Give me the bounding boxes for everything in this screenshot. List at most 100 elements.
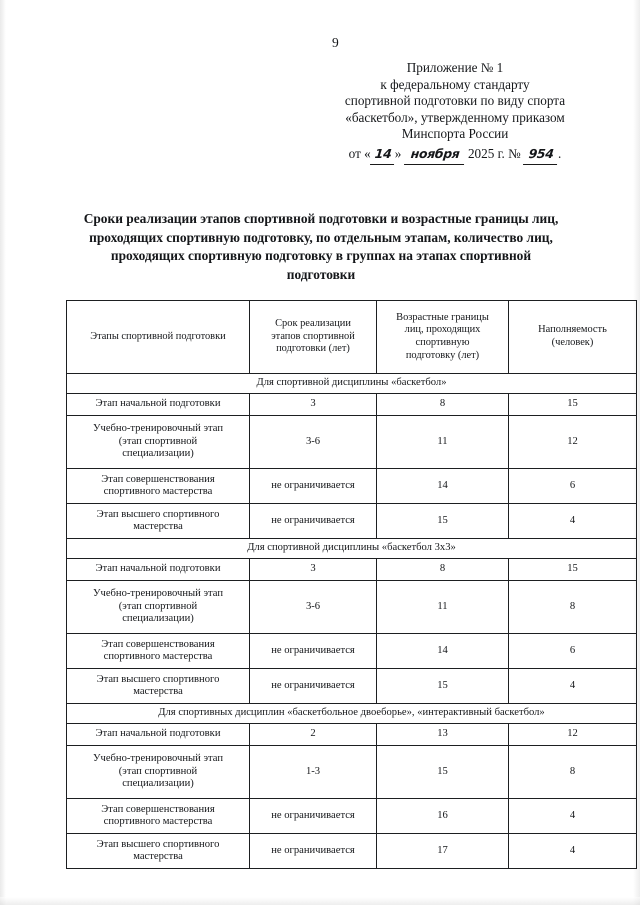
cell-group-size: 6 bbox=[508, 633, 637, 669]
handwritten-day: 14 bbox=[369, 145, 396, 165]
cell-stage-line: мастерства bbox=[133, 686, 183, 697]
table-row: Этап высшего спортивного мастерства не огр… bbox=[66, 833, 637, 869]
approval-line-1: Приложение № 1 bbox=[406, 60, 504, 75]
table-section-caption: Для спортивных дисциплин «баскетбольное … bbox=[66, 703, 637, 724]
cell-group-size: 12 bbox=[508, 723, 637, 746]
cell-group-size: 4 bbox=[508, 833, 637, 869]
cell-age-limit: 8 bbox=[376, 558, 509, 581]
handwritten-month: ноября bbox=[403, 145, 466, 165]
cell-stage-name: Этап совершенствования спортивного мастер… bbox=[66, 633, 250, 669]
cell-stage-line: Учебно-тренировочный этап bbox=[92, 423, 224, 435]
sport-training-stages-table: Этапы спортивной подготовки Срок реализа… bbox=[66, 300, 637, 869]
cell-stage-name: Этап высшего спортивного мастерства bbox=[66, 503, 250, 539]
cell-term-years: не ограничивается bbox=[249, 833, 377, 869]
cell-group-size: 4 bbox=[508, 668, 637, 704]
cell-group-size: 15 bbox=[508, 558, 637, 581]
cell-group-size: 6 bbox=[508, 468, 637, 504]
cell-stage-name: Этап совершенствования спортивного мастер… bbox=[66, 798, 250, 834]
cell-group-size: 12 bbox=[508, 415, 637, 469]
cell-stage-name: Учебно-тренировочный этап (этап спортивно… bbox=[66, 745, 250, 799]
cell-term-years: не ограничивается bbox=[249, 633, 377, 669]
table-section-caption-row: Для спортивной дисциплины «баскетбол 3х3… bbox=[66, 538, 637, 559]
cell-stage-line: Этап начальной подготовки bbox=[95, 398, 221, 410]
table-row: Этап начальной подготовки 3 8 15 bbox=[66, 558, 637, 581]
cell-stage-name: Этап начальной подготовки bbox=[66, 393, 250, 416]
header-age-line-3: спортивную bbox=[415, 337, 470, 348]
table-row: Этап совершенствования спортивного мастер… bbox=[66, 468, 637, 504]
table-row: Этап высшего спортивного мастерства не огр… bbox=[66, 503, 637, 539]
table-row: Учебно-тренировочный этап (этап спортивно… bbox=[66, 580, 637, 634]
cell-age-limit: 14 bbox=[376, 633, 509, 669]
cell-stage-name: Учебно-тренировочный этап (этап спортивно… bbox=[66, 415, 250, 469]
approval-line-2: к федеральному стандарту bbox=[380, 76, 530, 92]
title-line-4: подготовки bbox=[286, 266, 356, 282]
header-cell-age: Возрастные границы лиц, проходящих спорт… bbox=[376, 300, 509, 374]
cell-stage-line: Этап высшего спортивного bbox=[96, 508, 220, 520]
approval-line-3: спортивной подготовки по виду спорта bbox=[344, 93, 566, 109]
cell-stage-name: Этап начальной подготовки bbox=[66, 558, 250, 581]
header-age-line-4: подготовку (лет) bbox=[405, 349, 480, 361]
cell-term-years: 1-3 bbox=[249, 745, 377, 799]
cell-stage-line: спортивного мастерства bbox=[103, 486, 213, 497]
cell-age-limit: 15 bbox=[376, 668, 509, 704]
cell-term-years: не ограничивается bbox=[249, 798, 377, 834]
cell-term-years: не ограничивается bbox=[249, 503, 377, 539]
cell-group-size: 8 bbox=[508, 745, 637, 799]
cell-age-limit: 17 bbox=[376, 833, 509, 869]
table-section-caption: Для спортивной дисциплины «баскетбол» bbox=[66, 373, 637, 394]
header-term-line-3: подготовки (лет) bbox=[276, 343, 350, 355]
header-fill-line-2: (человек) bbox=[551, 337, 594, 348]
cell-stage-name: Этап начальной подготовки bbox=[66, 723, 250, 746]
cell-stage-line: (этап спортивной bbox=[118, 435, 198, 447]
cell-stage-line: специализации) bbox=[122, 448, 194, 460]
cell-stage-line: Этап совершенствования bbox=[101, 803, 215, 815]
cell-stage-line: специализации) bbox=[122, 613, 194, 625]
cell-age-limit: 11 bbox=[376, 580, 509, 634]
title-line-3: проходящих спортивную подготовку в групп… bbox=[110, 248, 532, 263]
cell-stage-line: Учебно-тренировочный этап bbox=[92, 588, 224, 600]
cell-group-size: 4 bbox=[508, 798, 637, 834]
cell-stage-line: (этап спортивной bbox=[118, 765, 198, 777]
page-title: Сроки реализации этапов спортивной подго… bbox=[58, 210, 584, 284]
table-header-row: Этапы спортивной подготовки Срок реализа… bbox=[66, 300, 637, 374]
cell-stage-line: Этап начальной подготовки bbox=[95, 728, 221, 740]
approval-line-5: Минспорта России bbox=[401, 126, 509, 142]
cell-stage-line: мастерства bbox=[133, 521, 183, 532]
cell-stage-line: Этап совершенствования bbox=[101, 638, 215, 650]
cell-age-limit: 15 bbox=[376, 503, 509, 539]
cell-stage-name: Учебно-тренировочный этап (этап спортивно… bbox=[66, 580, 250, 634]
cell-age-limit: 11 bbox=[376, 415, 509, 469]
cell-stage-line: Этап совершенствования bbox=[101, 473, 215, 485]
cell-stage-name: Этап высшего спортивного мастерства bbox=[66, 668, 250, 704]
cell-stage-line: Учебно-тренировочный этап bbox=[92, 753, 224, 765]
table-row: Этап совершенствования спортивного мастер… bbox=[66, 798, 637, 834]
cell-term-years: не ограничивается bbox=[249, 668, 377, 704]
table-body: Для спортивной дисциплины «баскетбол» Эта… bbox=[66, 373, 637, 869]
date-year-label: 2025 г. № bbox=[467, 145, 521, 161]
cell-stage-line: (этап спортивной bbox=[118, 600, 198, 612]
page-number: 9 bbox=[332, 35, 339, 50]
cell-age-limit: 15 bbox=[376, 745, 509, 799]
header-fill-line-1: Наполняемость bbox=[538, 324, 607, 336]
cell-stage-name: Этап совершенствования спортивного мастер… bbox=[66, 468, 250, 504]
table-row: Этап высшего спортивного мастерства не огр… bbox=[66, 668, 637, 704]
header-age-line-1: Возрастные границы bbox=[396, 311, 489, 323]
header-term-line-2: этапов спортивной bbox=[271, 330, 355, 342]
table-head: Этапы спортивной подготовки Срок реализа… bbox=[66, 300, 637, 374]
date-suffix: . bbox=[558, 145, 562, 161]
cell-group-size: 8 bbox=[508, 580, 637, 634]
date-quote-close: » bbox=[394, 145, 402, 161]
scan-edge-bottom bbox=[0, 897, 640, 905]
cell-group-size: 15 bbox=[508, 393, 637, 416]
table-section-caption-row: Для спортивной дисциплины «баскетбол» bbox=[66, 373, 637, 394]
title-line-2: проходящих спортивную подготовку, по отд… bbox=[89, 229, 553, 245]
title-line-1: Сроки реализации этапов спортивной подго… bbox=[83, 211, 559, 226]
scan-edge-right bbox=[633, 0, 640, 905]
table-row: Этап совершенствования спортивного мастер… bbox=[66, 633, 637, 669]
cell-age-limit: 14 bbox=[376, 468, 509, 504]
table-row: Этап начальной подготовки 3 8 15 bbox=[66, 393, 637, 416]
table-row: Этап начальной подготовки 2 13 12 bbox=[66, 723, 637, 746]
table-section-caption: Для спортивной дисциплины «баскетбол 3х3… bbox=[66, 538, 637, 559]
approval-block: Приложение № 1 к федеральному стандарту … bbox=[300, 60, 610, 165]
cell-stage-line: спортивного мастерства bbox=[103, 816, 213, 827]
